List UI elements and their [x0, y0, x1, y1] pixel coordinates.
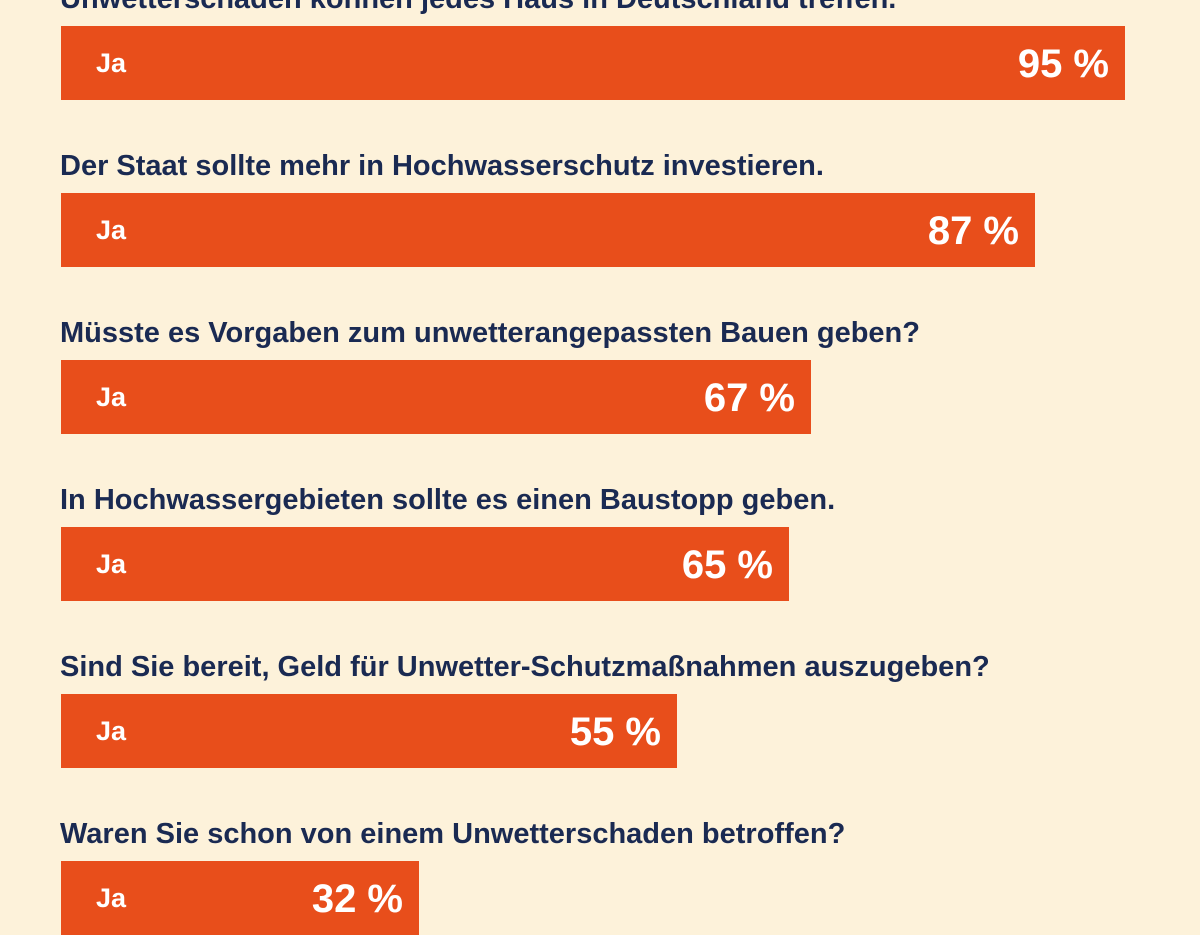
bar-answer-label: Ja [96, 215, 127, 245]
question-text: Der Staat sollte mehr in Hochwasserschut… [60, 150, 824, 182]
bar-value-label: 67 % [703, 376, 795, 420]
survey-bar-chart: Unwetterschäden können jedes Haus in Deu… [60, 0, 1125, 935]
question-text: Unwetterschäden können jedes Haus in Deu… [60, 0, 896, 17]
question-text: In Hochwassergebieten sollte es einen Ba… [60, 484, 836, 516]
bar-answer-label: Ja [96, 48, 127, 78]
bar: Ja 95 % [61, 26, 1125, 100]
bar-value-label: 32 % [311, 877, 403, 921]
bar: Ja 65 % [61, 527, 789, 601]
bar-value-label: 95 % [1017, 42, 1109, 86]
question-text: Müsste es Vorgaben zum unwetterangepasst… [60, 317, 920, 349]
bar-value-label: 55 % [569, 710, 661, 754]
question-text: Sind Sie bereit, Geld für Unwetter-Schut… [60, 651, 990, 683]
bar-answer-label: Ja [96, 716, 127, 746]
bar-value-label: 87 % [927, 209, 1019, 253]
bar: Ja 55 % [61, 694, 677, 768]
bar-answer-label: Ja [96, 883, 127, 913]
question-text: Waren Sie schon von einem Unwetterschade… [60, 818, 846, 850]
bar-answer-label: Ja [96, 382, 127, 412]
bar-value-label: 65 % [681, 543, 773, 587]
bar: Ja 32 % [61, 861, 419, 935]
bar: Ja 87 % [61, 193, 1035, 267]
bar-answer-label: Ja [96, 549, 127, 579]
bar: Ja 67 % [61, 360, 811, 434]
